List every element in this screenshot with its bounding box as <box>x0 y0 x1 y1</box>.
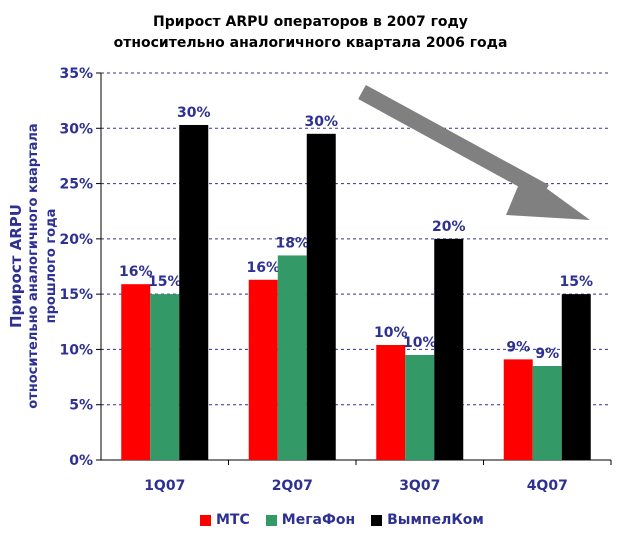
data-label-vimpelcom: 30% <box>304 114 338 130</box>
legend-item-vimpelcom: ВымпелКом <box>371 512 484 528</box>
bar-vimpelcom <box>179 124 209 461</box>
bar-mts <box>248 279 278 460</box>
trend-arrow-shaft <box>358 84 549 200</box>
chart-title-line-2: относительно аналогичного квартала 2006 … <box>113 35 508 51</box>
legend-swatch-megafon <box>265 514 277 526</box>
y-tick-label: 5% <box>69 398 93 414</box>
x-tick-label: 1Q07 <box>144 478 185 494</box>
y-tick-label: 15% <box>59 287 93 303</box>
legend-swatch-mts <box>200 514 211 526</box>
bar-mts <box>121 284 151 460</box>
data-label-megafon: 18% <box>275 235 309 251</box>
data-label-mts: 16% <box>246 260 280 276</box>
legend-label-megafon: МегаФон <box>281 512 356 528</box>
data-label-megafon: 9% <box>535 346 559 362</box>
y-tick-label: 25% <box>59 177 93 193</box>
x-tick-label: 4Q07 <box>527 478 568 494</box>
data-label-vimpelcom: 20% <box>432 219 466 235</box>
data-label-vimpelcom: 15% <box>559 274 593 290</box>
bar-megafon <box>277 255 307 460</box>
x-tick-label: 2Q07 <box>272 478 313 494</box>
bar-megafon <box>150 294 180 460</box>
x-tick-label: 3Q07 <box>399 478 440 494</box>
y-tick-label: 0% <box>69 453 93 469</box>
legend-label-vimpelcom: ВымпелКом <box>387 512 484 528</box>
bar-megafon <box>405 354 435 460</box>
legend-label-mts: МТС <box>216 512 250 528</box>
y-tick-label: 10% <box>59 342 93 358</box>
trend-arrow-head <box>506 172 590 220</box>
legend-item-megafon: МегаФон <box>265 512 356 528</box>
data-label-mts: 9% <box>506 339 530 355</box>
bar-vimpelcom <box>306 133 336 461</box>
y-tick-label: 30% <box>59 121 93 137</box>
data-label-mts: 16% <box>119 264 153 280</box>
data-label-megafon: 15% <box>148 274 182 290</box>
legend: МТС МегаФон ВымпелКом <box>200 512 484 528</box>
bar-mts <box>376 345 406 460</box>
y-tick-label: 20% <box>59 232 93 248</box>
data-label-megafon: 10% <box>403 335 437 351</box>
legend-item-mts: МТС <box>200 512 250 528</box>
legend-swatch-vimpelcom <box>371 514 383 526</box>
data-label-vimpelcom: 30% <box>177 105 211 121</box>
bar-mts <box>503 359 533 460</box>
bar-megafon <box>532 366 562 460</box>
y-tick-label: 35% <box>59 66 93 82</box>
data-label-mts: 10% <box>374 325 408 341</box>
chart-title-line-1: Прирост ARPU операторов в 2007 году <box>153 14 468 30</box>
bar-vimpelcom <box>434 238 464 460</box>
bar-vimpelcom <box>561 294 591 460</box>
